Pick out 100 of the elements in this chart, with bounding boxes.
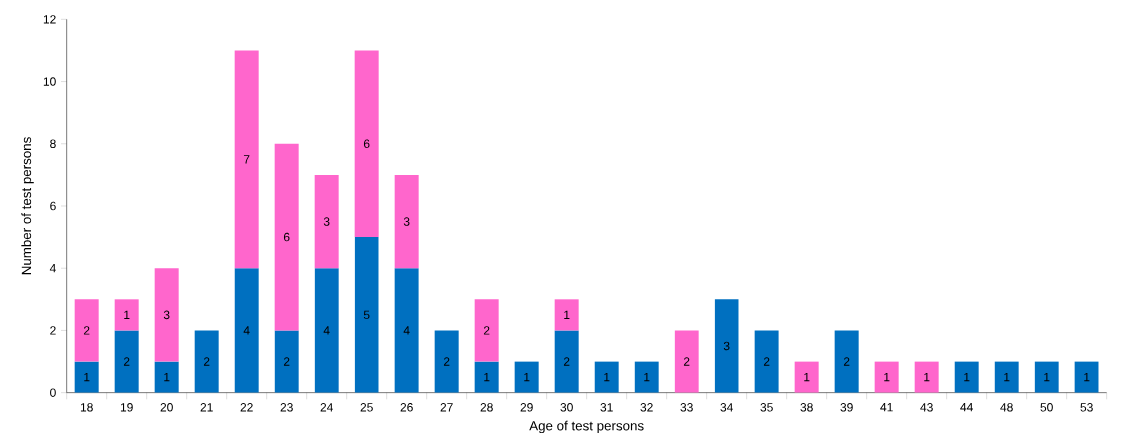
bar (314, 268, 339, 393)
bar (394, 268, 419, 393)
y-tick-label: 12 (43, 15, 56, 24)
x-tick-label: 31 (600, 403, 613, 412)
data-label: 1 (1044, 372, 1050, 382)
bar (234, 268, 259, 393)
bar (74, 361, 99, 393)
bar (914, 361, 939, 393)
data-label: 1 (84, 372, 90, 382)
data-label: 2 (283, 357, 290, 366)
bar (994, 361, 1019, 393)
data-label: 1 (164, 372, 170, 382)
data-label: 1 (644, 372, 650, 382)
x-tick-label: 34 (720, 403, 733, 412)
data-label: 4 (243, 326, 250, 335)
data-label: 6 (363, 139, 370, 149)
data-label: 4 (403, 326, 410, 335)
data-label: 1 (804, 372, 810, 382)
x-tick-label: 43 (920, 403, 933, 412)
data-label: 2 (203, 357, 210, 366)
data-label: 1 (524, 372, 530, 382)
x-tick-label: 25 (360, 403, 373, 412)
x-tick-label: 27 (440, 403, 453, 412)
x-tick-label: 22 (240, 403, 253, 412)
bar (354, 237, 379, 393)
x-tick-label: 53 (1080, 403, 1093, 412)
x-tick-label: 18 (80, 403, 93, 412)
x-tick-label: 26 (400, 403, 413, 412)
data-label: 7 (243, 155, 250, 164)
bar (474, 361, 499, 393)
y-tick-label: 4 (49, 264, 56, 273)
x-tick-label: 32 (640, 403, 653, 412)
x-tick-label: 48 (1000, 403, 1013, 412)
y-axis-title: Number of test persons (21, 137, 34, 275)
data-label: 2 (683, 357, 690, 366)
data-label: 2 (443, 357, 450, 366)
bar (434, 330, 459, 393)
data-label: 6 (283, 232, 290, 242)
y-tick-label: 2 (50, 326, 56, 335)
bar (954, 361, 979, 393)
data-label: 1 (484, 372, 490, 382)
data-label: 1 (564, 310, 570, 319)
bar (794, 361, 819, 393)
x-tick-label: 38 (800, 403, 813, 412)
bar (234, 50, 259, 269)
bar (394, 174, 419, 269)
y-tick-label: 10 (43, 77, 56, 86)
data-label: 1 (884, 372, 890, 382)
x-tick-label: 33 (680, 403, 693, 412)
data-label: 1 (964, 372, 970, 382)
data-label: 2 (483, 326, 490, 335)
bar (114, 330, 139, 393)
x-tick-label: 39 (840, 403, 853, 412)
data-label: 2 (763, 357, 770, 366)
data-label: 3 (403, 217, 410, 226)
x-tick-label: 24 (320, 403, 333, 412)
x-tick-label: 29 (520, 403, 533, 412)
bar (154, 268, 179, 362)
bar (274, 330, 299, 393)
bar (194, 330, 219, 393)
bar (754, 330, 779, 393)
y-tick-label: 8 (50, 139, 56, 149)
bar (1034, 361, 1059, 393)
data-label: 1 (924, 372, 930, 382)
data-label: 1 (604, 372, 610, 382)
data-label: 2 (123, 357, 130, 366)
bar (474, 299, 499, 362)
x-tick-label: 41 (880, 403, 893, 412)
x-tick-label: 30 (560, 403, 573, 412)
bar (834, 330, 859, 393)
bar (74, 299, 99, 362)
x-tick-label: 44 (960, 403, 973, 412)
bar (554, 299, 579, 331)
x-axis-title: Age of test persons (529, 420, 644, 434)
x-tick-label: 50 (1040, 403, 1053, 412)
bar (1074, 361, 1099, 393)
bar (674, 330, 699, 393)
data-label: 2 (83, 326, 90, 335)
x-tick-label: 35 (760, 403, 773, 412)
bar (714, 299, 739, 393)
data-label: 1 (1084, 372, 1090, 382)
bar (314, 174, 339, 269)
x-tick-label: 21 (200, 403, 213, 412)
bar (154, 361, 179, 393)
data-label: 3 (723, 341, 730, 351)
bar (274, 143, 299, 331)
x-tick-label: 23 (280, 403, 293, 412)
x-tick-label: 28 (480, 403, 493, 412)
bar (354, 50, 379, 238)
bar (114, 299, 139, 331)
data-label: 3 (163, 310, 170, 320)
data-label: 4 (323, 326, 330, 335)
data-label: 1 (1004, 372, 1010, 382)
data-label: 3 (323, 217, 330, 226)
bar (634, 361, 659, 393)
data-label: 1 (124, 310, 130, 319)
data-label: 2 (843, 357, 850, 366)
x-tick-label: 19 (120, 403, 133, 412)
bar (514, 361, 539, 393)
x-tick-label: 20 (160, 403, 173, 412)
